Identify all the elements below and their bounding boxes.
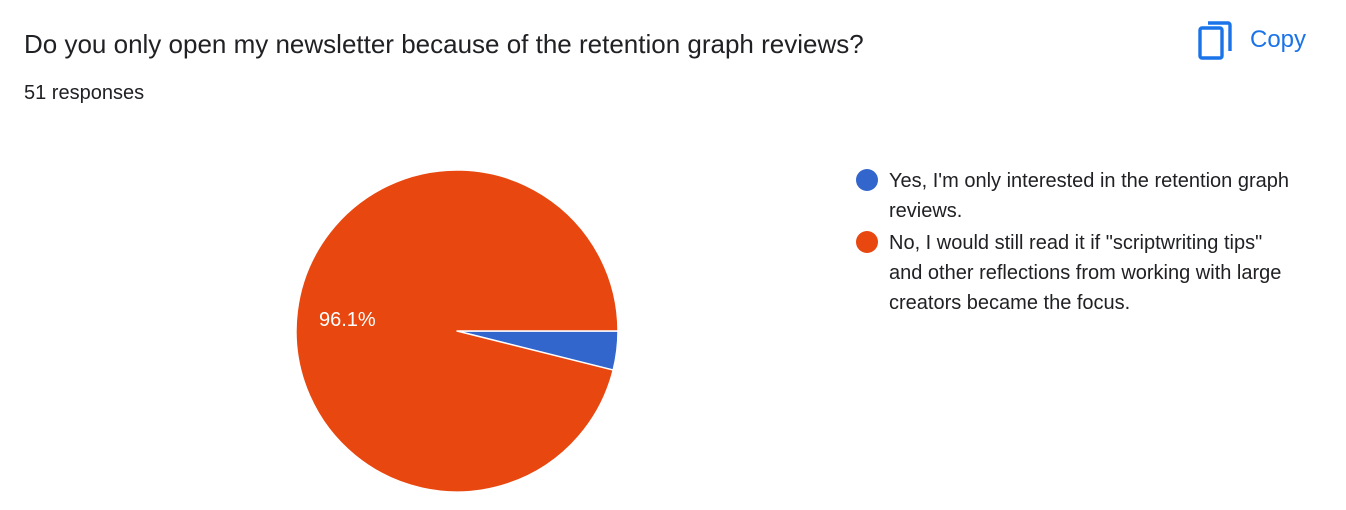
legend-item-no[interactable]: No, I would still read it if "scriptwrit… xyxy=(856,228,1296,318)
legend-swatch xyxy=(856,169,878,191)
legend-item-yes[interactable]: Yes, I'm only interested in the retentio… xyxy=(856,166,1296,226)
chart-legend: Yes, I'm only interested in the retentio… xyxy=(856,166,1296,320)
pie-slice-no[interactable] xyxy=(295,169,619,493)
legend-swatch xyxy=(856,231,878,253)
question-title: Do you only open my newsletter because o… xyxy=(24,29,864,59)
legend-label: Yes, I'm only interested in the retentio… xyxy=(889,170,1289,222)
copy-button[interactable]: Copy xyxy=(1190,18,1314,62)
response-count: 51 responses xyxy=(24,82,145,104)
pie-data-label: 96.1% xyxy=(319,309,376,331)
copy-icon xyxy=(1198,21,1232,60)
copy-label: Copy xyxy=(1250,26,1307,53)
legend-label: No, I would still read it if "scriptwrit… xyxy=(889,232,1282,314)
